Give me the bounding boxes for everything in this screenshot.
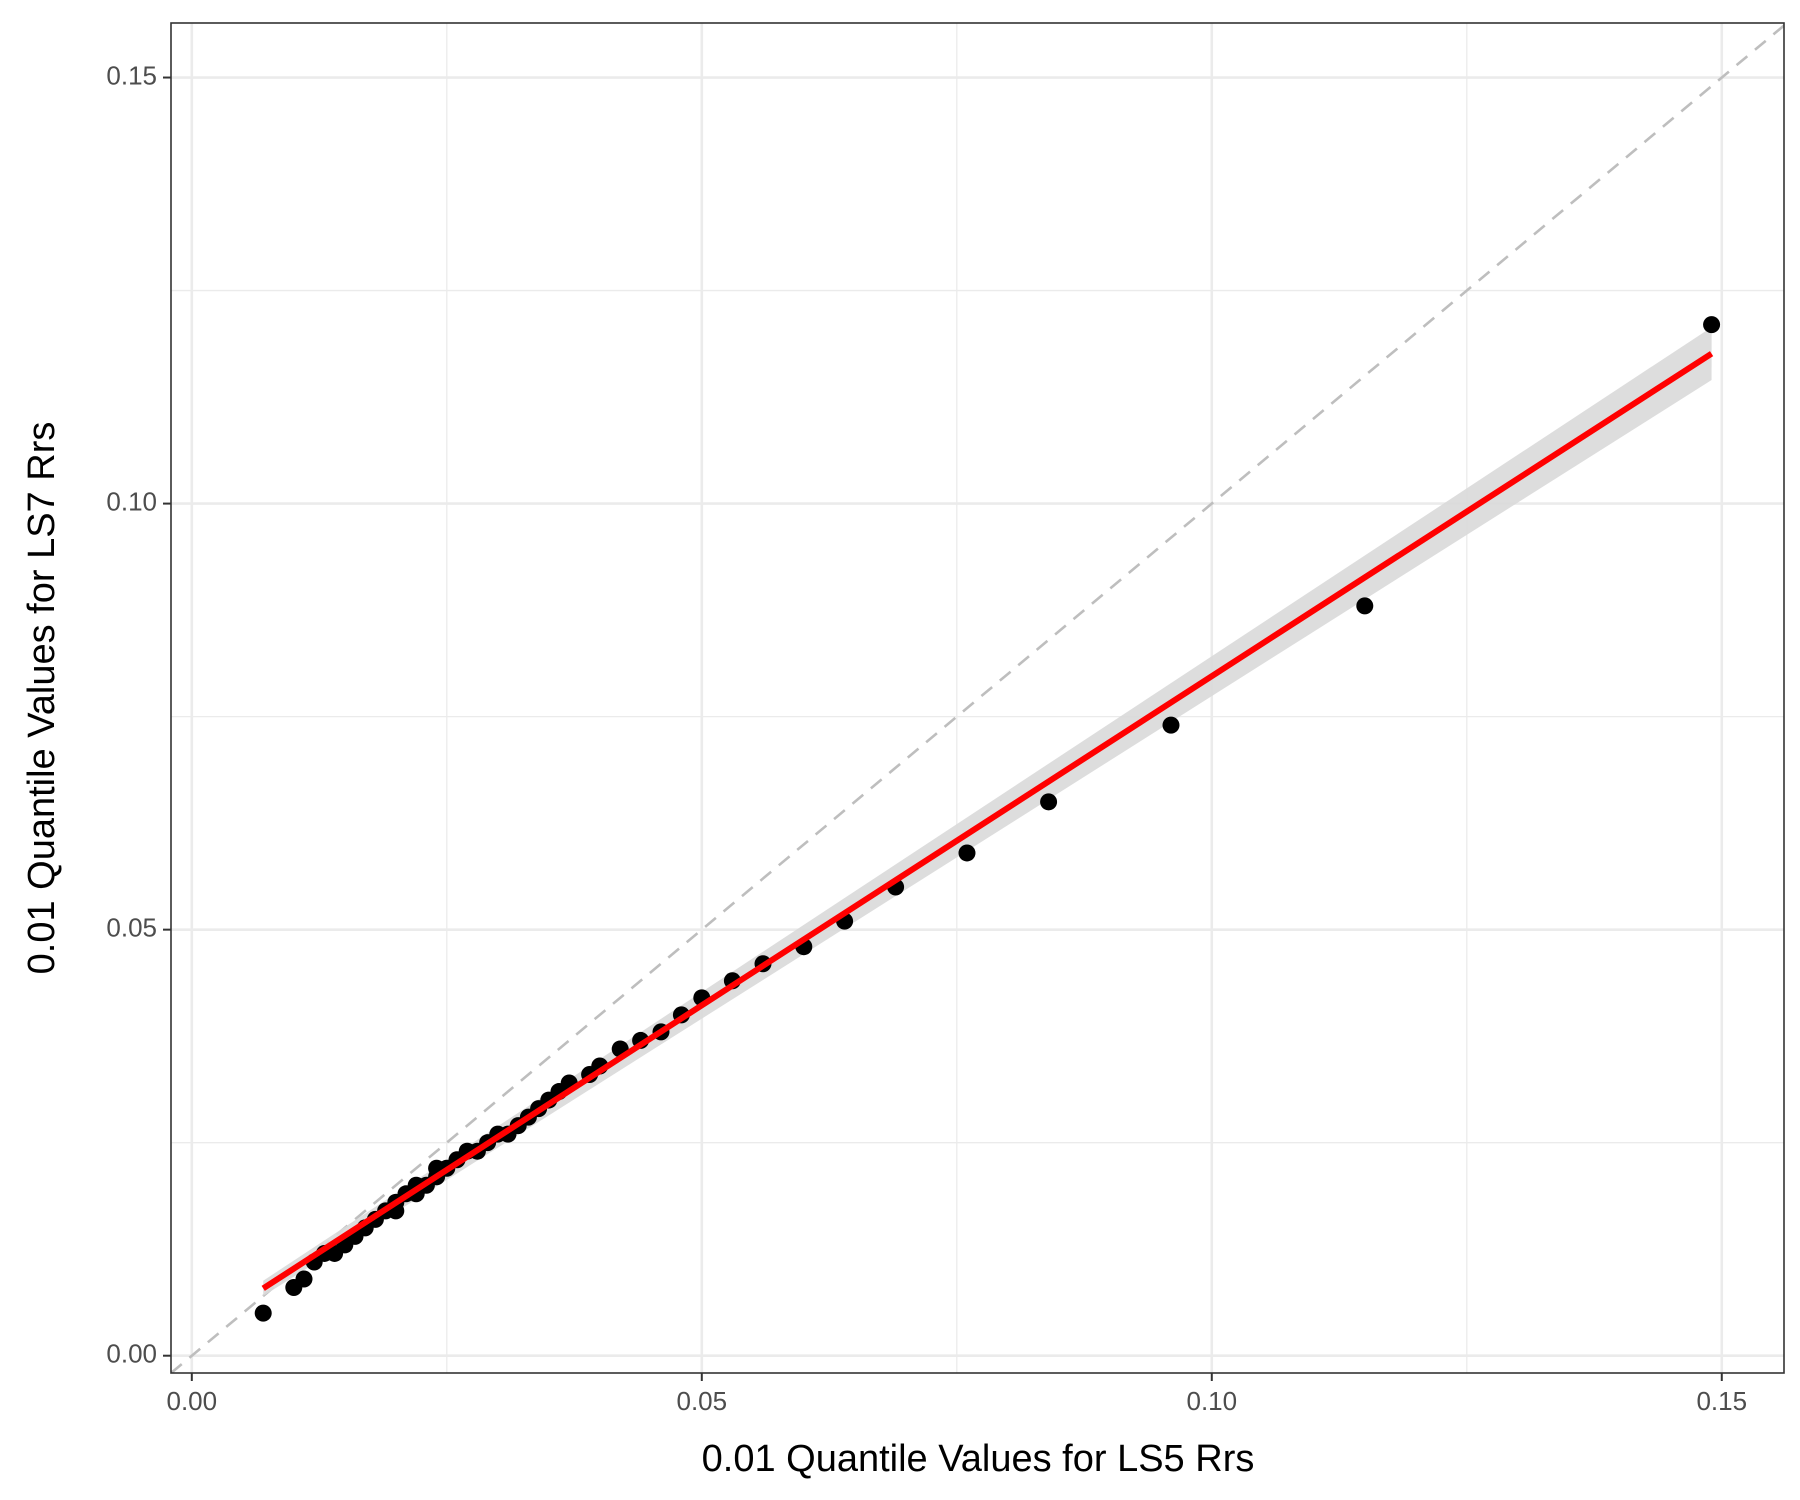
fit-line	[261, 351, 1714, 1291]
x-tick-label: 0.10	[1186, 1386, 1237, 1416]
point	[1356, 597, 1374, 615]
plot-layer	[171, 24, 1784, 1373]
x-tick-label: 0.05	[676, 1386, 727, 1416]
x-axis-title: 0.01 Quantile Values for LS5 Rrs	[702, 1438, 1255, 1480]
y-tick-label: 0.05	[106, 913, 157, 943]
x-tick-label: 0.00	[167, 1386, 218, 1416]
point	[1040, 793, 1058, 811]
y-tick-label: 0.10	[106, 486, 157, 516]
panel-border	[170, 22, 1785, 1374]
point	[958, 844, 976, 862]
point	[1703, 316, 1721, 334]
point	[254, 1304, 272, 1322]
y-axis-title: 0.01 Quantile Values for LS7 Rrs	[21, 422, 63, 975]
y-tick-label: 0.00	[106, 1339, 157, 1369]
point	[1162, 716, 1180, 734]
x-tick-label: 0.15	[1696, 1386, 1747, 1416]
point	[295, 1270, 313, 1288]
y-tick-label: 0.15	[106, 60, 157, 90]
